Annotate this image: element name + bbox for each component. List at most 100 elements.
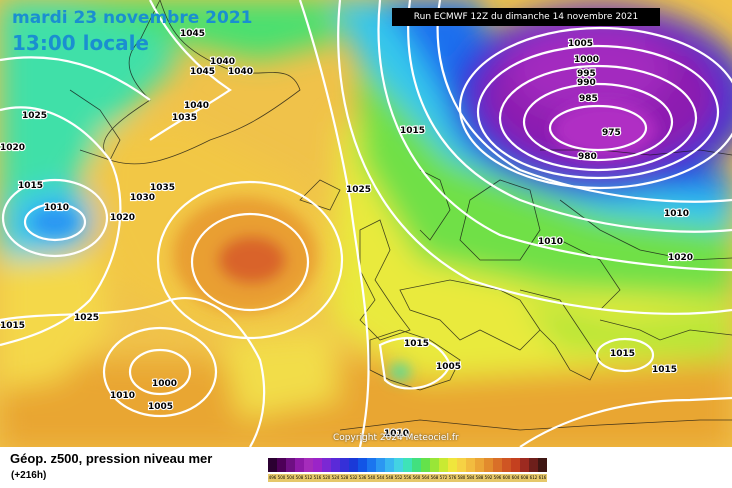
- scale-label: 588: [475, 474, 484, 482]
- isobar-label: 1035: [150, 183, 175, 193]
- isobar-label: 995: [577, 69, 596, 79]
- isobar-label: 1020: [110, 213, 135, 223]
- isobar-label: 1010: [110, 391, 135, 401]
- scale-label: 532: [349, 474, 358, 482]
- isobar-label: 1010: [664, 209, 689, 219]
- scale-swatch: [421, 458, 430, 472]
- scale-label: 508: [295, 474, 304, 482]
- scale-label: 600: [502, 474, 511, 482]
- scale-swatch: [412, 458, 421, 472]
- scale-swatch: [277, 458, 286, 472]
- scale-label: 564: [421, 474, 430, 482]
- scale-swatch: [322, 458, 331, 472]
- isobar-label: 1040: [210, 57, 235, 67]
- scale-label: 504: [286, 474, 295, 482]
- scale-swatch: [493, 458, 502, 472]
- isobar-label: 1005: [568, 39, 593, 49]
- isobar-label: 1030: [130, 193, 155, 203]
- scale-swatch: [349, 458, 358, 472]
- isobar-label: 1040: [228, 67, 253, 77]
- isobar-label: 1010: [538, 237, 563, 247]
- forecast-date: mardi 23 novembre 2021: [12, 8, 253, 28]
- isobars: [0, 0, 732, 447]
- scale-swatch: [385, 458, 394, 472]
- isobar-label: 1000: [574, 55, 599, 65]
- geopotential-field: [0, 0, 732, 447]
- scale-label: 500: [277, 474, 286, 482]
- scale-swatch: [268, 458, 277, 472]
- scale-swatch: [538, 458, 547, 472]
- scale-label: 556: [403, 474, 412, 482]
- scale-swatch: [394, 458, 403, 472]
- scale-swatch: [313, 458, 322, 472]
- scale-swatch: [403, 458, 412, 472]
- scale-swatch: [466, 458, 475, 472]
- isobar-label: 1005: [148, 402, 173, 412]
- isobar-label: 1015: [610, 349, 635, 359]
- isobar-label: 1000: [152, 379, 177, 389]
- color-scale-labels: 496 500 504 508 512 516 520 524 528 532 536 540 544 5…: [268, 474, 547, 482]
- scale-label: 516: [313, 474, 322, 482]
- isobar-label: 990: [577, 78, 596, 88]
- isobar-label: 1015: [652, 365, 677, 375]
- scale-swatch: [457, 458, 466, 472]
- isobar-label: 1020: [668, 253, 693, 263]
- scale-label: 560: [412, 474, 421, 482]
- scale-swatch: [439, 458, 448, 472]
- isobar-label: 980: [578, 152, 597, 162]
- scale-label: 548: [385, 474, 394, 482]
- scale-swatch: [358, 458, 367, 472]
- scale-swatch: [502, 458, 511, 472]
- forecast-time: 13:00 locale: [12, 31, 149, 55]
- isobar-label: 1025: [346, 185, 371, 195]
- legend-title: Géop. z500, pression niveau mer: [10, 451, 213, 466]
- scale-swatch: [475, 458, 484, 472]
- copyright-notice: Copyright 2024 Meteociel.fr: [333, 433, 459, 443]
- scale-label: 616: [538, 474, 547, 482]
- scale-label: 608: [520, 474, 529, 482]
- isobar-label: 1025: [74, 313, 99, 323]
- scale-swatch: [430, 458, 439, 472]
- legend-subtitle: (+216h): [11, 470, 47, 481]
- isobar-label: 1020: [0, 143, 25, 153]
- isobar-label: 1010: [384, 429, 409, 439]
- scale-swatch: [484, 458, 493, 472]
- isobar-label: 1035: [172, 113, 197, 123]
- scale-swatch: [520, 458, 529, 472]
- scale-label: 528: [340, 474, 349, 482]
- isobar-label: 1040: [184, 101, 209, 111]
- scale-label: 572: [439, 474, 448, 482]
- isobar-label: 1015: [404, 339, 429, 349]
- scale-swatch: [367, 458, 376, 472]
- scale-label: 540: [367, 474, 376, 482]
- scale-swatch: [448, 458, 457, 472]
- scale-swatch: [529, 458, 538, 472]
- scale-label: 552: [394, 474, 403, 482]
- scale-label: 524: [331, 474, 340, 482]
- scale-label: 584: [466, 474, 475, 482]
- scale-label: 604: [511, 474, 520, 482]
- scale-swatch: [295, 458, 304, 472]
- isobar-labels: 1045 1040 1045 1040 1040 1035 1025 1020 …: [0, 28, 694, 440]
- scale-label: 592: [484, 474, 493, 482]
- color-scale: [268, 458, 547, 472]
- scale-label: 520: [322, 474, 331, 482]
- scale-label: 612: [529, 474, 538, 482]
- scale-swatch: [286, 458, 295, 472]
- scale-label: 596: [493, 474, 502, 482]
- scale-label: 580: [457, 474, 466, 482]
- isobar-label: 1005: [436, 362, 461, 372]
- scale-label: 568: [430, 474, 439, 482]
- isobar-label: 1045: [180, 29, 205, 39]
- isobar-label: 1010: [44, 203, 69, 213]
- model-run-label: Run ECMWF 12Z du dimanche 14 novembre 20…: [392, 8, 660, 26]
- scale-label: 496: [268, 474, 277, 482]
- isobar-label: 1015: [400, 126, 425, 136]
- isobar-label: 985: [579, 94, 598, 104]
- coastlines: [69, 0, 732, 431]
- scale-swatch: [331, 458, 340, 472]
- scale-swatch: [511, 458, 520, 472]
- isobar-label: 1015: [0, 321, 25, 331]
- scale-label: 536: [358, 474, 367, 482]
- scale-swatch: [376, 458, 385, 472]
